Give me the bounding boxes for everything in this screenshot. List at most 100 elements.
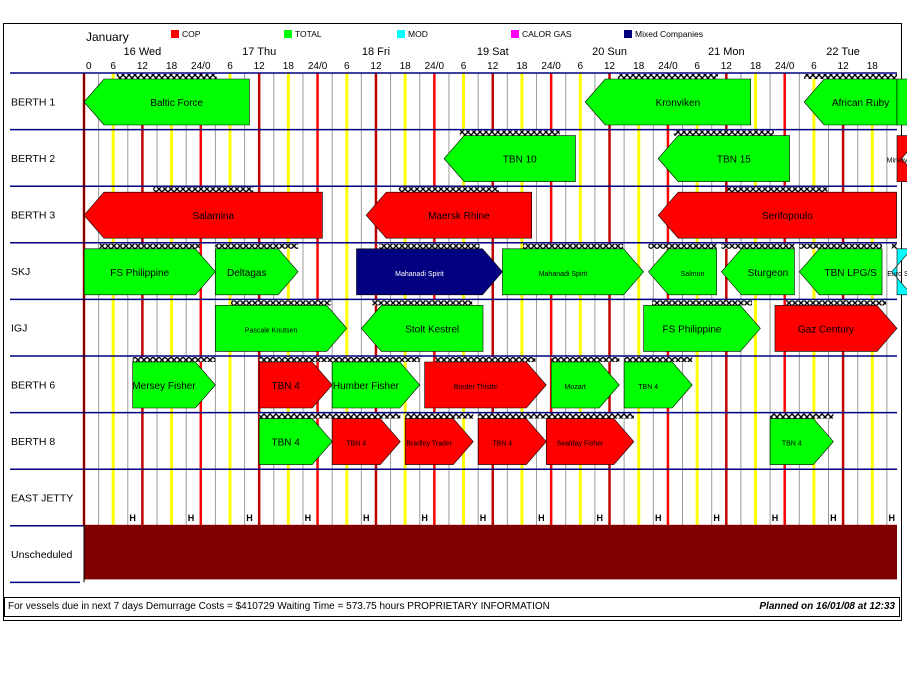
legend-swatch	[171, 30, 179, 38]
legend-swatch	[511, 30, 519, 38]
demurrage-strip	[153, 187, 254, 193]
demurrage-strip	[523, 243, 624, 249]
hour-tick-label: 12	[487, 61, 499, 72]
tide-marker: H	[305, 513, 312, 523]
row-label: IGJ	[11, 323, 27, 335]
demurrage-strip	[770, 413, 834, 419]
vessel-arrow	[584, 78, 751, 126]
vessel-arrow	[258, 418, 333, 465]
vessel-arrow	[424, 361, 547, 409]
tide-marker-box	[362, 512, 371, 522]
hour-tick-label: 18	[750, 61, 762, 72]
day-label: 20 Sun	[592, 46, 627, 58]
row-label: BERTH 2	[11, 153, 55, 165]
vessel-label: Salmon	[681, 271, 705, 278]
hour-tick-label: 6	[227, 61, 233, 72]
vessel-label: Border Thistle	[454, 384, 498, 391]
demurrage-strip	[459, 130, 560, 136]
hour-tick-label: 24/0	[191, 61, 211, 72]
vessel-arrow	[215, 248, 299, 296]
month-label: January	[86, 30, 129, 44]
hour-tick-label: 12	[137, 61, 149, 72]
day-label: 22 Tue	[826, 46, 860, 58]
day-label: 19 Sat	[477, 46, 509, 58]
vessel-label: Deltagas	[227, 268, 266, 279]
demurrage-strip	[721, 243, 795, 249]
vessel-arrow	[769, 418, 834, 465]
demurrage-strip	[379, 243, 480, 249]
demurrage-strip	[651, 300, 752, 306]
tide-marker-box	[479, 512, 488, 522]
hour-tick-label: 18	[516, 61, 528, 72]
hour-tick-label: 18	[283, 61, 295, 72]
legend-label: TOTAL	[295, 29, 322, 39]
berth-schedule-chart: January COP TOTAL MOD CALOR GAS Mixed Compani…	[10, 29, 907, 584]
hour-tick-label: 18	[633, 61, 645, 72]
vessel-arrow	[83, 78, 250, 126]
vessel-arrow	[83, 191, 323, 239]
tide-marker-box	[128, 512, 137, 522]
hour-tick-label: 24/0	[775, 61, 795, 72]
vessel-arrow	[623, 361, 693, 409]
demurrage-strip	[546, 413, 634, 419]
row-label: BERTH 3	[11, 210, 55, 222]
tide-marker-box	[770, 512, 779, 522]
tide-marker: H	[246, 513, 253, 523]
hour-tick-label: 12	[254, 61, 266, 72]
vessel-label: TBN 4	[638, 384, 658, 391]
footer-summary: For vessels due in next 7 days Demurrage…	[8, 601, 550, 612]
legend-label: CALOR GAS	[522, 29, 572, 39]
demurrage-strip	[624, 357, 693, 362]
tide-marker: H	[597, 513, 604, 523]
vessel-arrow	[356, 248, 503, 296]
vessel-label: Mersey Fisher	[132, 381, 196, 392]
vessel-label: Kronviken	[656, 98, 700, 109]
vessel-label: Gaz Century	[798, 324, 854, 335]
demurrage-strip	[398, 187, 499, 193]
hour-tick-label: 0	[86, 61, 92, 72]
hour-tick-label: 18	[166, 61, 178, 72]
status-footer: For vessels due in next 7 days Demurrage…	[4, 597, 900, 617]
hour-tick-label: 6	[694, 61, 700, 72]
tide-marker-box	[245, 512, 254, 522]
row-label: BERTH 1	[11, 96, 55, 108]
vessel-arrow	[896, 135, 907, 182]
demurrage-strip	[804, 74, 897, 79]
vessel-label: TBN 4	[346, 441, 366, 448]
demurrage-strip	[332, 357, 420, 362]
legend-label: Mixed Companies	[635, 29, 703, 39]
tide-marker: H	[188, 513, 195, 523]
tide-marker: H	[713, 513, 720, 523]
vessel-arrow	[443, 135, 576, 182]
demurrage-strip	[891, 243, 897, 249]
row-label: Unscheduled	[11, 549, 72, 561]
hour-tick-label: 18	[867, 61, 879, 72]
demurrage-strip	[132, 357, 216, 362]
vessel-label: TBN 10	[503, 155, 537, 166]
demurrage-strip	[648, 243, 717, 249]
footer-planned: Planned on 16/01/08 at 12:33	[759, 601, 895, 612]
hour-tick-label: 12	[370, 61, 382, 72]
vessel-label: Humber Fisher	[333, 381, 400, 392]
hour-tick-label: 24/0	[308, 61, 328, 72]
tide-marker: H	[480, 513, 487, 523]
vessel-label: Mahanadi Spirit	[395, 271, 444, 278]
vessel-label: TBN 4	[271, 381, 300, 392]
demurrage-strip	[231, 300, 332, 306]
tide-marker: H	[655, 513, 662, 523]
demurrage-strip	[617, 74, 718, 79]
tide-marker-box	[537, 512, 546, 522]
vessel-arrow	[331, 418, 401, 465]
vessel-arrow	[331, 361, 421, 409]
hour-tick-label: 6	[811, 61, 817, 72]
row-label: BERTH 8	[11, 436, 55, 448]
vessel-arrow	[404, 418, 474, 465]
vessel-label: FS Philippine	[110, 268, 169, 279]
vessel-arrow	[477, 418, 547, 465]
day-label: 17 Thu	[242, 46, 276, 58]
row-label: SKJ	[11, 266, 30, 278]
vessel-label: TBN 4	[492, 441, 512, 448]
vessel-arrow	[896, 78, 907, 126]
vessel-arrow	[774, 305, 898, 352]
demurrage-strip	[259, 357, 333, 362]
